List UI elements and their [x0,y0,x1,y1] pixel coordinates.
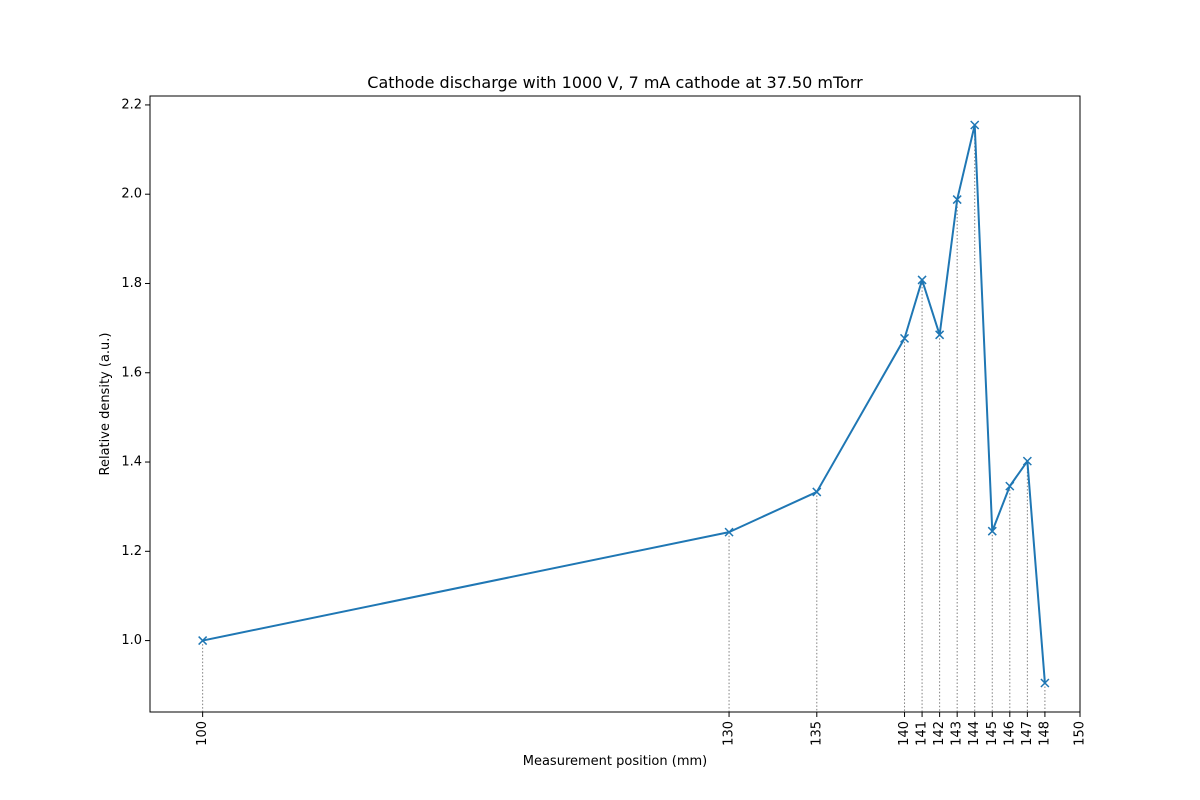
x-tick-label: 148 [1037,721,1052,746]
data-point-marker [1005,481,1015,491]
y-tick-label: 1.6 [121,365,142,380]
x-tick-label: 143 [950,721,965,746]
data-point-marker [935,330,945,340]
y-tick-label: 2.2 [121,97,142,112]
x-tick-label: 144 [967,721,982,746]
x-axis-label: Measurement position (mm) [523,754,707,769]
data-point-marker [724,527,734,537]
y-tick-label: 1.2 [121,544,142,559]
y-axis-label: Relative density (a.u.) [98,333,113,476]
data-point-marker [899,333,910,343]
x-tick-label: 100 [195,721,210,746]
series-line [202,124,1046,684]
x-tick-label: 150 [1073,721,1088,746]
x-tick-label: 147 [1020,721,1035,746]
x-tick-label: 130 [722,721,737,746]
x-axis: 100 130 135 140 141 142 143 144 145 146 147 148 150 [195,712,1088,746]
data-point-marker [198,636,208,646]
data-point-marker [1040,678,1050,688]
plot-frame [149,95,1081,713]
data-point-marker [812,487,822,497]
y-tick-label: 1.4 [121,455,142,470]
chart-title: Cathode discharge with 1000 V, 7 mA cath… [367,73,863,92]
data-point-marker [970,120,980,130]
x-tick-label: 146 [1002,721,1017,746]
series-layer [198,120,1050,688]
y-tick-label: 2.0 [121,187,142,202]
data-point-marker [917,275,927,285]
y-tick-label: 1.8 [121,276,142,291]
data-point-marker [987,526,997,536]
drop-lines [202,125,1046,712]
x-tick-label: 142 [932,721,947,746]
data-point-marker [1022,456,1032,466]
x-tick-label: 141 [915,721,930,746]
x-tick-label: 145 [985,721,1000,746]
y-axis: 1.0 1.2 1.4 1.6 1.8 2.0 2.2 [121,97,150,648]
data-point-marker [952,195,962,205]
y-tick-label: 1.0 [121,633,142,648]
x-tick-label: 135 [809,721,824,746]
x-tick-label: 140 [897,721,912,746]
